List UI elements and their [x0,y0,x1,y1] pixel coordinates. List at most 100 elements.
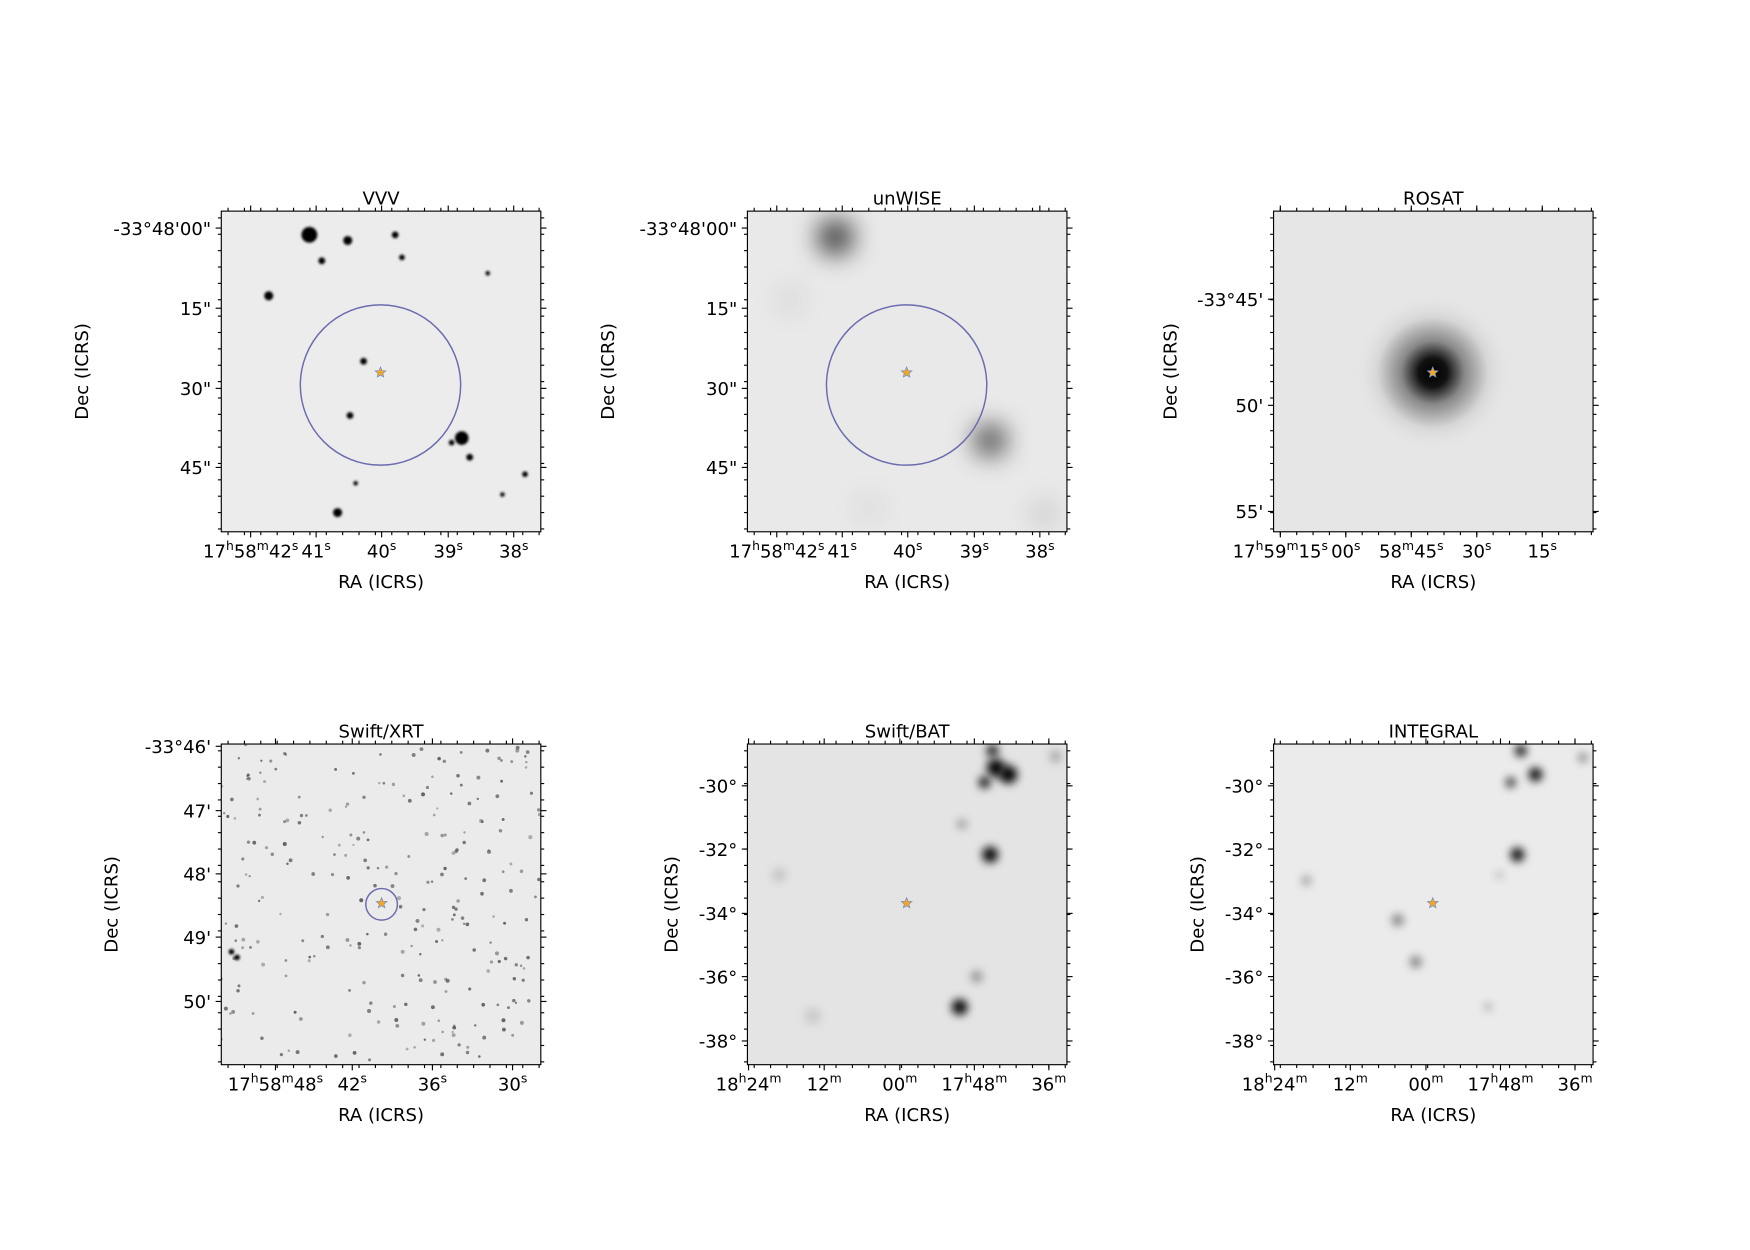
source [957,819,967,829]
photon [396,896,402,901]
photon [451,917,454,921]
photon [437,1019,441,1022]
photon [457,1043,461,1047]
source [228,948,235,955]
tick-number: 30 [1462,542,1485,563]
photon [305,814,308,817]
tick-number: 17 [203,542,226,563]
photon [497,756,501,761]
photon [257,899,261,903]
photon [436,807,439,810]
photon [244,873,248,876]
source [264,291,274,301]
tick-unit: h [1490,1071,1498,1086]
tick-number: 40 [367,542,390,563]
source [951,999,968,1016]
tick-number: 18 [716,1075,739,1096]
photon [476,775,481,780]
y-tick-label: -30° [1225,777,1264,798]
photon [534,895,537,899]
photon [459,783,463,787]
photon [463,831,466,834]
x-axis-label: RA (ICRS) [864,572,950,593]
tick-unit: s [1485,538,1491,553]
y-tick-label: -30° [699,777,737,798]
x-axis-label: RA (ICRS) [338,1105,424,1126]
photon [486,849,492,854]
photon [451,1030,454,1034]
photon [512,977,517,981]
target-star [900,366,913,378]
x-tick-label: 39s [960,538,989,563]
photon [479,818,483,823]
photon [274,767,278,771]
photon [366,932,369,936]
photon [486,969,491,973]
tick-unit: m [995,1071,1007,1086]
photon [411,753,416,757]
x-axis-label: RA (ICRS) [1390,572,1476,593]
photon [261,962,266,967]
tick-unit: m [1402,538,1414,553]
photon [283,820,287,824]
photon [260,759,263,762]
tick-number: 38 [499,542,522,563]
photon [334,1054,338,1058]
x-tick-label: 17h48m [1468,1071,1534,1096]
photon [440,833,444,838]
x-axis-label: RA (ICRS) [864,1105,950,1126]
panel-title: VVV [363,188,401,209]
photon [468,987,472,991]
source [343,235,353,246]
photon [464,877,468,880]
photon [345,938,350,942]
x-axis-label: RA (ICRS) [338,572,424,593]
photon [537,877,541,882]
source [1506,777,1516,787]
y-tick-label: -32° [1225,840,1264,861]
photon [236,884,240,888]
photon [454,907,458,911]
photon [347,1033,352,1038]
photon [519,964,523,967]
photon [249,945,252,949]
tick-number: 24 [746,1075,769,1096]
photon [485,748,490,753]
target-star [900,896,913,909]
sky-image [1273,211,1594,532]
tick-number: 58 [234,542,257,563]
photon [234,924,239,928]
photon [415,918,420,923]
tick-number: 36 [1557,1075,1580,1096]
y-axis-label: Dec (ICRS) [72,323,93,420]
photon [363,858,367,863]
y-tick-label: -36° [1225,967,1264,988]
tick-unit: m [1356,1071,1368,1086]
photon [527,999,531,1003]
source [333,508,343,518]
photon [498,829,503,833]
y-tick-label: -34° [1225,904,1264,925]
y-tick-label: 15" [180,299,211,320]
tick-unit: h [226,538,234,553]
y-tick-label: -33°45' [1197,290,1263,311]
source [455,431,469,445]
sky-image [1273,744,1594,1065]
y-tick-label: -38° [699,1032,737,1053]
tick-unit: m [1580,1071,1592,1086]
source [978,776,991,789]
x-tick-label: 36m [1557,1071,1592,1096]
tick-number: 17 [1468,1075,1491,1096]
tick-unit: s [1322,538,1328,553]
photon [418,978,423,983]
photon [223,1006,228,1011]
photon [421,792,426,797]
photon [376,866,380,870]
photon [524,755,527,758]
photon [425,785,430,790]
photon [441,939,444,942]
axes-frame [1272,743,1594,1066]
photon [432,813,436,817]
photon [241,946,245,950]
photon [402,794,406,798]
